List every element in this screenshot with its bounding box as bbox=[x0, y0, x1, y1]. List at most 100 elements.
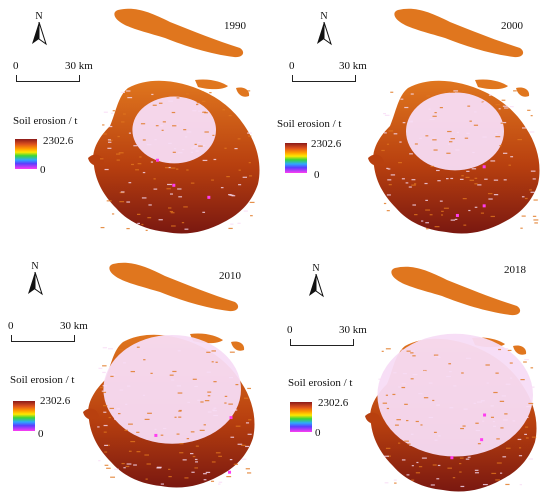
texture-speck bbox=[118, 152, 124, 154]
texture-speck bbox=[104, 168, 109, 171]
legend-max: 2302.6 bbox=[40, 395, 71, 407]
texture-speck bbox=[532, 215, 537, 217]
texture-speck bbox=[532, 178, 536, 180]
texture-speck bbox=[418, 466, 423, 468]
texture-speck bbox=[428, 416, 434, 419]
texture-speck bbox=[477, 184, 482, 186]
map-panel-2000: 2000 N 0 30 km Soil erosion / t 2302.6 0 bbox=[275, 0, 550, 249]
texture-speck bbox=[203, 424, 206, 426]
texture-speck bbox=[480, 212, 485, 214]
panel-year: 1990 bbox=[224, 20, 246, 32]
texture-speck bbox=[174, 416, 177, 418]
texture-speck bbox=[192, 110, 197, 112]
texture-speck bbox=[449, 141, 453, 143]
texture-speck bbox=[245, 445, 250, 448]
urban-area bbox=[377, 333, 533, 457]
texture-speck bbox=[241, 458, 247, 460]
texture-speck bbox=[460, 485, 465, 488]
texture-speck bbox=[234, 147, 238, 150]
texture-speck bbox=[498, 108, 501, 110]
texture-speck bbox=[430, 165, 434, 168]
texture-speck bbox=[450, 219, 456, 221]
texture-speck bbox=[383, 455, 389, 457]
texture-speck bbox=[178, 196, 183, 198]
texture-speck bbox=[487, 193, 493, 195]
texture-speck bbox=[97, 426, 100, 428]
texture-speck bbox=[207, 391, 212, 393]
texture-speck bbox=[126, 227, 130, 230]
texture-speck bbox=[482, 102, 487, 104]
texture-speck bbox=[433, 354, 439, 356]
texture-speck bbox=[160, 124, 164, 127]
texture-speck bbox=[127, 97, 133, 99]
texture-speck bbox=[140, 123, 146, 125]
texture-speck bbox=[245, 422, 250, 424]
texture-speck bbox=[229, 458, 233, 461]
texture-speck bbox=[528, 458, 534, 460]
texture-speck bbox=[530, 170, 536, 172]
texture-speck bbox=[104, 464, 109, 466]
texture-speck bbox=[169, 374, 174, 376]
texture-speck bbox=[213, 414, 218, 417]
texture-speck bbox=[120, 91, 125, 93]
texture-speck bbox=[230, 436, 235, 438]
texture-speck bbox=[169, 210, 174, 213]
texture-speck bbox=[473, 402, 476, 404]
texture-speck bbox=[145, 229, 148, 232]
texture-speck bbox=[237, 443, 243, 445]
texture-speck bbox=[207, 411, 212, 413]
texture-speck bbox=[163, 427, 167, 430]
texture-speck bbox=[151, 93, 154, 96]
texture-speck bbox=[142, 171, 146, 174]
texture-speck bbox=[496, 462, 502, 464]
map-image bbox=[365, 266, 537, 492]
texture-speck bbox=[415, 420, 419, 423]
texture-speck bbox=[505, 348, 509, 350]
texture-speck bbox=[111, 213, 115, 215]
texture-speck bbox=[211, 179, 214, 181]
texture-speck bbox=[147, 217, 152, 219]
texture-speck bbox=[203, 473, 207, 475]
texture-speck bbox=[141, 197, 147, 199]
texture-speck bbox=[126, 95, 129, 97]
texture-speck bbox=[130, 440, 136, 443]
texture-speck bbox=[384, 482, 389, 484]
texture-speck bbox=[443, 207, 449, 209]
texture-speck bbox=[521, 215, 526, 217]
texture-speck bbox=[237, 222, 241, 224]
texture-speck bbox=[228, 227, 233, 230]
texture-speck bbox=[109, 139, 113, 141]
texture-speck bbox=[488, 198, 493, 200]
islet-region bbox=[365, 412, 381, 424]
north-arrow-icon bbox=[317, 22, 332, 46]
texture-speck bbox=[459, 457, 464, 459]
texture-speck bbox=[449, 407, 454, 409]
texture-speck bbox=[416, 461, 419, 464]
texture-speck bbox=[202, 211, 206, 213]
texture-speck bbox=[414, 214, 418, 216]
texture-speck bbox=[108, 416, 111, 419]
texture-speck bbox=[246, 472, 252, 474]
texture-speck bbox=[452, 477, 456, 479]
texture-speck bbox=[450, 138, 455, 140]
texture-speck bbox=[126, 463, 132, 465]
texture-speck bbox=[116, 159, 120, 161]
texture-speck bbox=[123, 467, 126, 469]
texture-speck bbox=[503, 179, 507, 181]
texture-speck bbox=[120, 191, 125, 193]
texture-speck bbox=[434, 226, 440, 228]
texture-speck bbox=[432, 464, 437, 466]
texture-speck bbox=[525, 437, 529, 439]
texture-speck bbox=[197, 141, 201, 144]
texture-speck bbox=[406, 350, 411, 352]
texture-speck bbox=[179, 452, 184, 454]
erosion-hotspot bbox=[155, 158, 159, 162]
legend-min: 0 bbox=[315, 427, 321, 439]
texture-speck bbox=[384, 132, 387, 134]
texture-speck bbox=[183, 206, 188, 208]
island-region bbox=[394, 8, 524, 58]
texture-speck bbox=[468, 209, 471, 212]
texture-speck bbox=[475, 429, 481, 432]
texture-speck bbox=[193, 146, 198, 148]
texture-speck bbox=[168, 475, 172, 478]
